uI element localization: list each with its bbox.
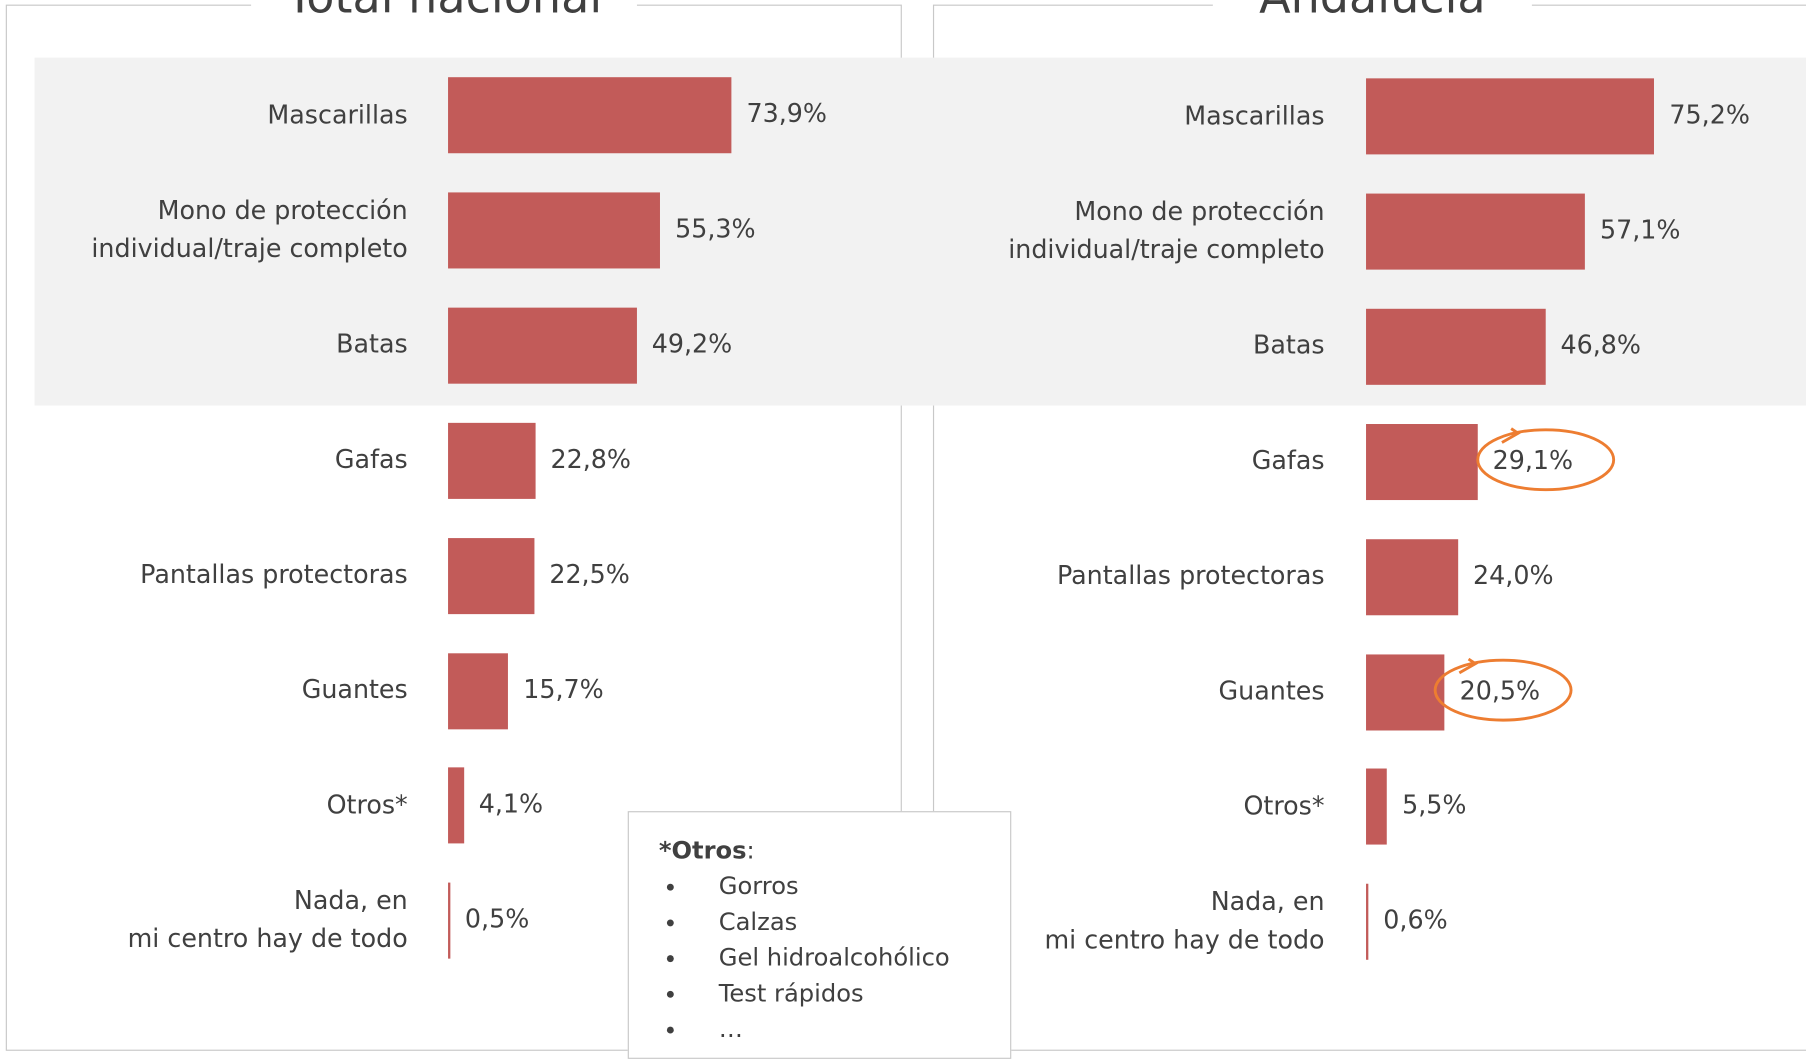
bar	[448, 767, 464, 844]
note-separator: :	[746, 836, 755, 865]
bar	[1366, 884, 1369, 961]
value-label: 24,0%	[1473, 561, 1554, 591]
value-label: 22,8%	[550, 445, 631, 475]
note-item: Calzas	[689, 904, 1010, 940]
highlight-circle	[1433, 658, 1573, 722]
category-label: Nada, en mi centro hay de todo	[1044, 888, 1325, 956]
bar	[448, 652, 509, 729]
value-label: 4,1%	[478, 790, 544, 820]
value-label: 73,9%	[746, 100, 827, 130]
bar	[448, 77, 732, 154]
highlight-stroke	[1458, 657, 1479, 675]
bar	[448, 537, 535, 614]
value-label: 0,5%	[464, 905, 530, 935]
note-list: GorrosCalzasGel hidroalcohólicoTest rápi…	[659, 869, 1010, 1048]
category-label: Batas	[336, 331, 408, 360]
bar	[1366, 653, 1445, 730]
category-label: Pantallas protectoras	[1057, 562, 1325, 592]
highlight-stroke	[1501, 427, 1521, 444]
bar	[1366, 78, 1655, 155]
category-label: Otros*	[1243, 792, 1325, 822]
chart-title: Andalucía	[1212, 0, 1532, 21]
bar	[1366, 538, 1459, 615]
category-label: Batas	[1252, 332, 1325, 361]
value-label: 20,5%	[1459, 676, 1541, 706]
category-label: Guantes	[301, 676, 408, 706]
highlight-circle	[1476, 428, 1616, 492]
value-label: 0,6%	[1383, 907, 1448, 936]
value-label: 15,7%	[523, 675, 604, 705]
category-label: Pantallas protectoras	[140, 561, 408, 591]
bar	[448, 192, 661, 269]
note-heading: *Otros	[658, 836, 747, 865]
value-label: 46,8%	[1560, 331, 1642, 361]
category-label: Gafas	[1251, 447, 1325, 477]
category-label: Mascarillas	[1184, 101, 1325, 131]
value-label: 49,2%	[651, 330, 733, 360]
bar	[1366, 768, 1388, 846]
category-label: Gafas	[334, 446, 408, 475]
bar	[448, 882, 450, 959]
value-label: 57,1%	[1600, 216, 1681, 246]
category-label: Mascarillas	[267, 100, 408, 130]
note-item: Gorros	[689, 869, 1010, 905]
note-item: Test rápidos	[689, 976, 1010, 1012]
value-label: 75,2%	[1669, 101, 1750, 131]
value-label: 29,1%	[1492, 446, 1574, 476]
value-label: 55,3%	[675, 215, 756, 245]
note-item: …	[689, 1012, 1010, 1048]
bar	[1366, 423, 1478, 500]
category-label: Otros*	[326, 791, 408, 821]
note-box: *Otros: GorrosCalzasGel hidroalcohólicoT…	[627, 811, 1012, 1059]
chart-title: Total nacional	[251, 0, 637, 21]
category-label: Mono de protección individual/traje comp…	[91, 196, 408, 264]
bar	[1366, 308, 1546, 385]
value-label: 22,5%	[549, 560, 630, 590]
value-label: 5,5%	[1402, 792, 1467, 821]
category-label: Guantes	[1218, 677, 1325, 707]
category-label: Nada, en mi centro hay de todo	[127, 887, 408, 955]
note-heading-row: *Otros:	[659, 833, 1010, 869]
note-item: Gel hidroalcohólico	[689, 940, 1010, 976]
bar	[448, 422, 536, 499]
bar	[448, 307, 637, 384]
bar	[1366, 193, 1586, 270]
category-label: Mono de protección individual/traje comp…	[1008, 198, 1325, 265]
